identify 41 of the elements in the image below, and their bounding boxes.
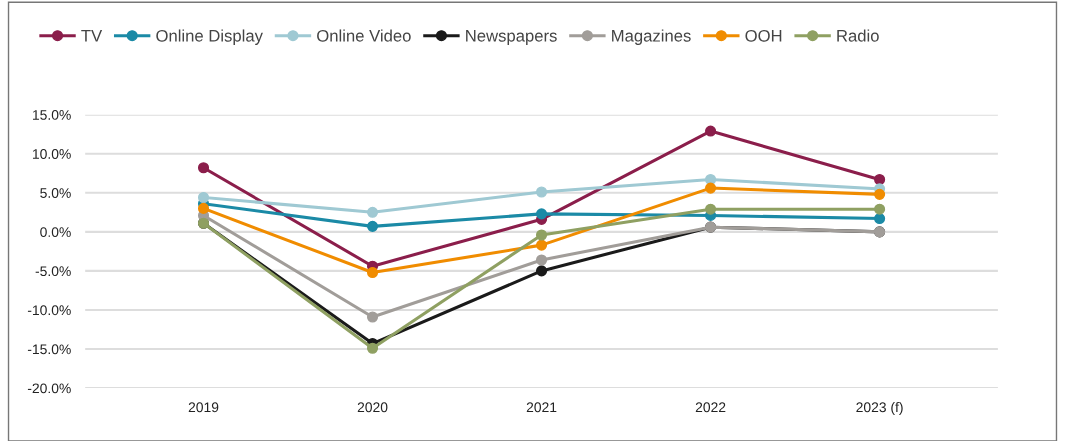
- point: [535, 239, 548, 251]
- point: [366, 342, 379, 354]
- point: [874, 203, 886, 215]
- y-tick-label: -10.0%: [27, 305, 71, 316]
- point: [705, 182, 717, 194]
- point: [366, 311, 379, 323]
- point: [535, 229, 548, 241]
- point: [535, 265, 548, 277]
- y-tick-label: 15.0%: [32, 109, 71, 120]
- point: [874, 173, 886, 186]
- x-tick-label: 2020: [357, 402, 388, 413]
- legend-label: Online Video: [317, 29, 411, 42]
- point: [874, 213, 886, 225]
- point: [705, 125, 717, 137]
- point: [535, 208, 548, 220]
- point: [366, 266, 379, 279]
- y-tick-label: 10.0%: [32, 149, 71, 159]
- legend-label: OOH: [745, 29, 782, 42]
- y-tick-label: -20.0%: [27, 383, 71, 394]
- point: [197, 202, 210, 214]
- y-tick-label: 0.0%: [40, 227, 71, 238]
- point: [366, 220, 379, 232]
- point: [366, 206, 379, 218]
- legend-label: Radio: [837, 29, 879, 42]
- y-tick-label: -15.0%: [27, 344, 71, 355]
- point: [535, 254, 548, 266]
- x-tick-label: 2019: [188, 402, 219, 413]
- legend-label: TV: [81, 30, 103, 42]
- point: [874, 188, 886, 200]
- point: [535, 186, 548, 198]
- point: [705, 203, 717, 215]
- x-tick-label: 2021: [526, 402, 557, 413]
- x-tick-label: 2022: [695, 402, 726, 413]
- point: [197, 191, 210, 204]
- x-tick-label: 2023 (f): [856, 401, 903, 415]
- legend-label: Magazines: [612, 29, 691, 45]
- legend-label: Newspapers: [466, 30, 557, 45]
- legend-label: Online Display: [156, 29, 263, 45]
- point: [197, 162, 210, 174]
- y-tick-label: 5.0%: [40, 188, 71, 198]
- y-tick-label: -5.0%: [35, 266, 71, 277]
